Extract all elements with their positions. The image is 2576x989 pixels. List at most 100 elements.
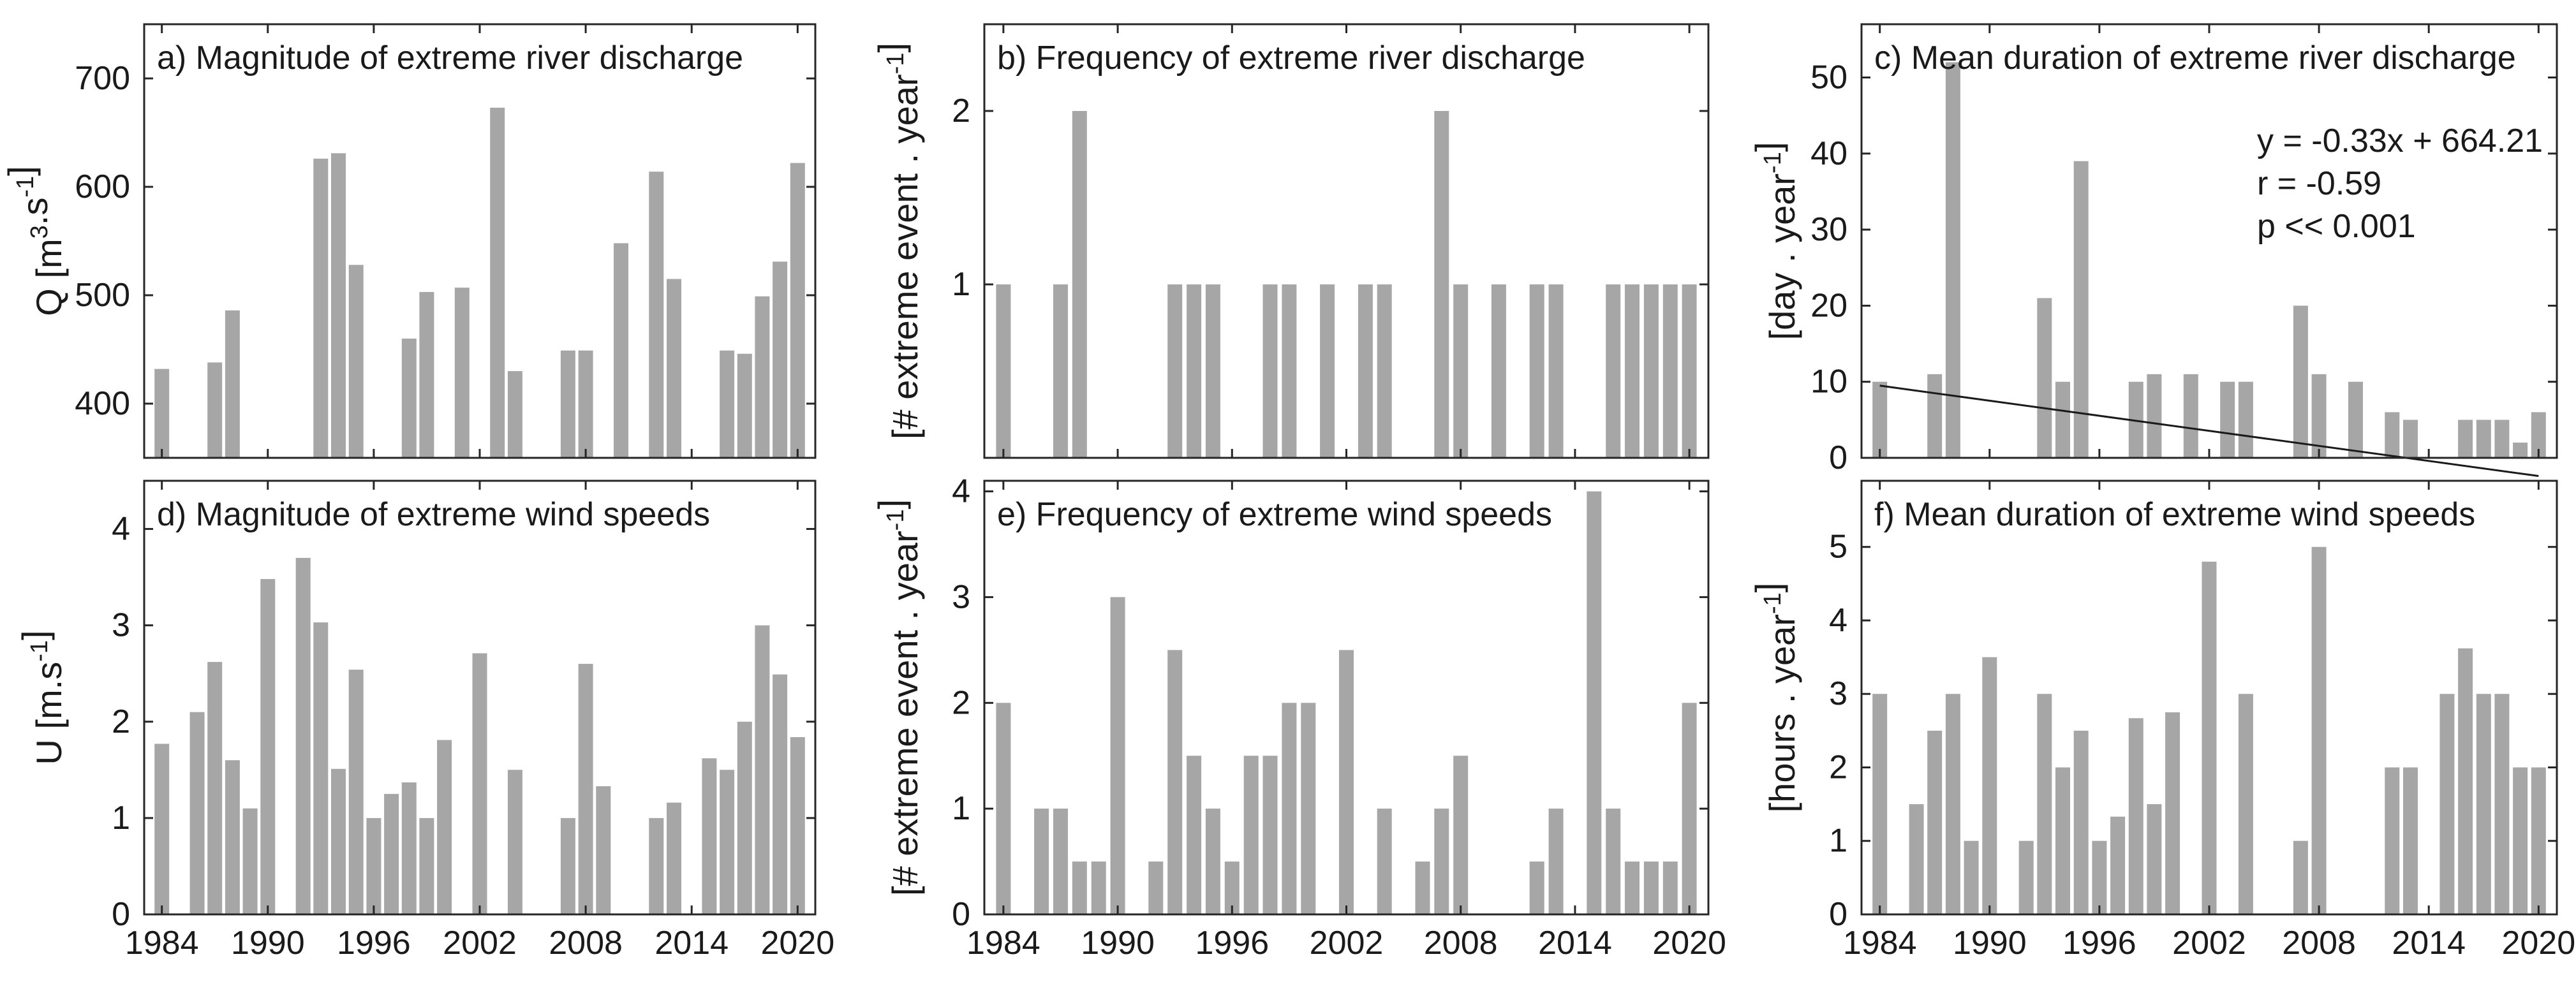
y-tick-label: 0 [1829,896,1847,933]
bar-e-1987 [1053,809,1068,914]
bar-c-1994 [2055,381,2070,458]
bar-a-1999 [419,291,434,458]
bar-c-2003 [2220,381,2235,458]
panel-title-f: f) Mean duration of extreme wind speeds [1874,496,2475,533]
y-tick-label: 2 [112,703,130,740]
bar-f-1988 [1945,694,1960,914]
x-tick-label: 2020 [760,925,834,962]
bar-e-2017 [1625,861,1640,914]
bar-b-1993 [1167,284,1183,458]
panel-d: 0 1 2 3 4 1984 1990 1996 2002 2008 2014 2020 d) Magn… [15,480,834,962]
bar-d-1999 [419,817,434,914]
bar-d-2020 [790,737,805,914]
plot-frame-b [983,23,1710,459]
bar-c-1993 [2037,298,2052,458]
stat-annotation: r = -0.59 [2257,165,2381,202]
bar-d-1984 [154,744,170,914]
bar-a-2019 [773,261,788,458]
bar-d-2013 [667,802,681,914]
y-tick-label: 3 [112,607,130,644]
x-tick-label: 2002 [2172,925,2246,962]
bar-f-1994 [2055,767,2070,914]
x-tick-label: 1984 [1843,925,1917,962]
bar-b-2004 [1377,284,1392,458]
y-tick-label: 1 [952,790,970,827]
bar-b-2008 [1453,284,1469,458]
y-axis-label-a: Q [m3.s-1] [1,166,69,316]
bar-f-2015 [2439,694,2455,914]
panel-title-e: e) Frequency of extreme wind speeds [997,496,1552,533]
trend-line [1879,385,2539,477]
x-tick-label: 2008 [1424,925,1498,962]
x-tick-label: 1990 [231,925,305,962]
bar-d-2000 [437,740,452,914]
bar-c-2012 [2385,412,2400,458]
plot-frame-c [1860,23,2558,459]
bar-e-2002 [1339,650,1354,914]
bar-f-1999 [2147,804,2162,914]
bar-d-1997 [384,794,399,914]
bar-a-2008 [578,350,593,458]
panel-b: 1 2 b) Frequency of extreme river discharg… [871,23,1710,459]
bar-c-1984 [1872,381,1888,458]
bar-a-2013 [667,279,681,458]
y-tick-label: 1 [1829,823,1847,860]
bar-f-2016 [2458,648,2473,914]
bar-d-2015 [702,758,717,914]
x-tick-label: 2008 [549,925,623,962]
x-tick-label: 1990 [1081,925,1155,962]
bar-c-1998 [2128,381,2143,458]
bar-d-1992 [295,557,311,914]
y-axis-label-e: [# extreme event . year-1] [871,499,925,896]
x-tick-label: 2020 [1652,925,1726,962]
bar-d-2002 [472,653,487,914]
bar-d-1987 [207,662,223,914]
bar-f-1995 [2073,730,2089,914]
bar-f-2008 [2311,546,2327,914]
bar-d-2016 [720,770,735,914]
bar-f-1996 [2092,840,2107,914]
y-tick-label: 20 [1810,287,1847,324]
bar-d-2004 [507,770,522,914]
y-tick-label: 2 [1829,749,1847,786]
y-tick-label: 400 [75,385,130,422]
bar-c-2007 [2293,305,2308,458]
bar-d-2018 [755,625,770,914]
bar-f-2004 [2238,694,2253,914]
x-tick-label: 2014 [1538,925,1612,962]
bar-e-1994 [1187,756,1202,914]
y-tick-label: 0 [1829,439,1847,476]
bar-b-1988 [1072,111,1087,458]
bar-b-1984 [996,284,1011,458]
bar-a-2001 [454,288,470,458]
bar-d-1998 [401,782,417,914]
bar-f-1989 [1964,840,1979,914]
bar-f-2017 [2476,694,2491,914]
y-tick-label: 2 [952,92,970,129]
bar-f-2012 [2385,767,2400,914]
y-tick-label: 4 [952,473,970,510]
bar-f-2013 [2403,767,2418,914]
bar-c-2019 [2513,443,2528,458]
bar-c-2018 [2494,420,2510,458]
y-tick-label: 4 [1829,602,1847,639]
bar-e-1986 [1034,809,1049,914]
bar-b-2016 [1606,284,1621,458]
bar-a-2003 [490,107,505,458]
y-tick-label: 700 [75,60,130,97]
bar-c-2017 [2476,420,2491,458]
bar-d-1986 [189,712,205,914]
bar-a-1987 [207,362,223,458]
bar-b-2007 [1434,111,1449,458]
bar-d-2019 [773,674,788,914]
bar-a-1988 [225,310,240,458]
y-tick-label: 0 [112,896,130,933]
y-tick-label: 3 [952,578,970,615]
bar-f-2007 [2293,840,2308,914]
bar-c-1999 [2147,374,2162,458]
bar-b-2018 [1643,284,1659,458]
x-tick-label: 1990 [1953,925,2027,962]
bar-c-1995 [2073,161,2089,458]
bar-a-2018 [755,296,770,458]
bar-e-2013 [1548,809,1564,914]
